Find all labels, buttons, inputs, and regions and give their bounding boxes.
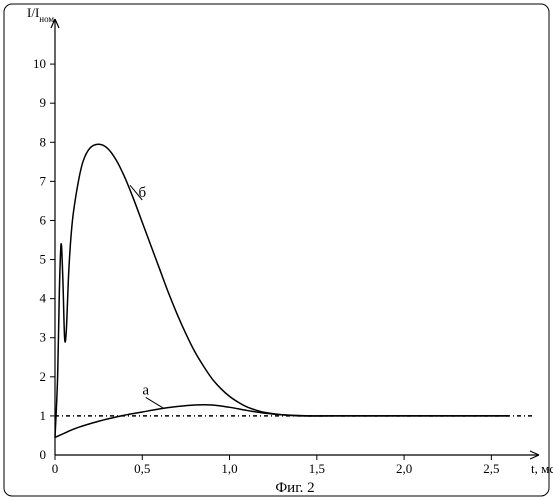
y-tick-label: 4 [40, 291, 47, 306]
y-tick-label: 9 [40, 95, 47, 110]
figure-caption: Фиг. 2 [275, 480, 314, 496]
series-label-a: а [142, 382, 149, 398]
x-tick-label: 1,0 [221, 461, 237, 476]
y-tick-label: 3 [40, 330, 47, 345]
y-tick-label: 8 [40, 134, 47, 149]
y-axis-label: I/Iном [27, 5, 54, 24]
plot-area: 0 0,5 1,0 1,5 2,0 2,5 0 1 2 3 4 5 6 7 8 9 10 I/Iном t, мсе… [27, 5, 553, 476]
chart-border [4, 4, 549, 496]
series-label-b: б [138, 185, 146, 201]
figure-2-chart: 0 0,5 1,0 1,5 2,0 2,5 0 1 2 3 4 5 6 7 8 9 10 I/Iном t, мсе… [0, 0, 553, 500]
y-tick-label: 1 [40, 408, 47, 423]
x-tick-label: 2,5 [483, 461, 499, 476]
x-tick-label: 2,0 [396, 461, 412, 476]
x-tick-label: 0,5 [134, 461, 150, 476]
y-tick-label: 10 [33, 56, 46, 71]
x-tick-label: 0 [52, 461, 59, 476]
y-tick-label: 2 [40, 369, 47, 384]
x-tick-label: 1,5 [309, 461, 325, 476]
y-tick-label: 0 [40, 447, 47, 462]
x-axis-label: t, мсек [531, 461, 553, 476]
series-a [55, 405, 509, 438]
y-tick-label: 7 [40, 173, 47, 188]
y-tick-label: 6 [40, 212, 47, 227]
series-label-leader-a [146, 397, 163, 408]
y-tick-label: 5 [40, 252, 47, 267]
series-b [55, 144, 509, 437]
